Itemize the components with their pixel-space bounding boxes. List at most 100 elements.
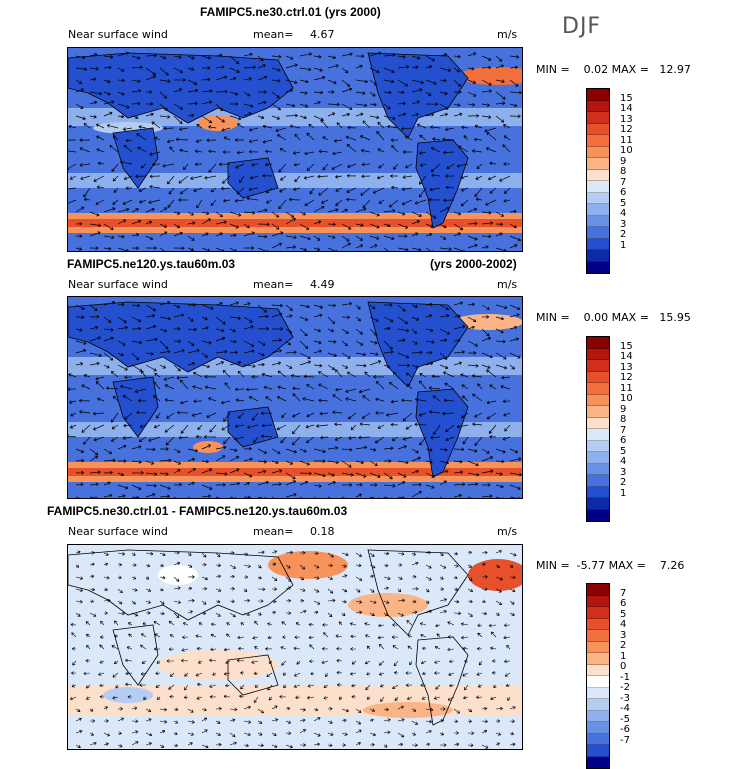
wind-arrow (117, 588, 123, 594)
wind-arrow (345, 397, 357, 402)
wind-arrow (229, 707, 238, 712)
wind-arrow (359, 135, 371, 141)
wind-arrow (71, 647, 77, 651)
wind-arrow (406, 620, 413, 626)
wind-arrow (341, 472, 354, 477)
wind-arrow (303, 175, 315, 180)
wind-arrow (397, 247, 409, 251)
wind-arrow (173, 231, 183, 237)
wind-arrow (495, 339, 506, 344)
wind-arrow (201, 484, 213, 490)
wind-arrow (210, 622, 217, 627)
wind-arrow (499, 175, 511, 182)
wind-arrow (196, 646, 203, 651)
wind-arrow (117, 494, 126, 498)
wind-arrow (288, 197, 301, 202)
wind-arrow (173, 551, 180, 555)
wind-arrow (196, 123, 203, 129)
wind-arrow (257, 352, 265, 357)
wind-arrow (140, 370, 147, 378)
wind-arrow (137, 146, 147, 153)
wind-arrow (377, 121, 385, 129)
wind-arrow (430, 435, 441, 440)
colorbar-tick-label: 12 (620, 124, 633, 135)
wind-arrow (178, 175, 189, 184)
wind-arrow (243, 457, 253, 462)
wind-arrow (425, 328, 434, 333)
wind-arrow (467, 460, 479, 467)
colorbar-swatch (587, 89, 609, 101)
wind-arrow (248, 187, 259, 192)
wind-arrow (392, 623, 399, 627)
wind-arrow (282, 635, 287, 639)
wind-arrow (145, 75, 157, 81)
wind-arrow (442, 411, 455, 416)
wind-arrow (495, 472, 503, 476)
wind-arrow (159, 563, 164, 568)
wind-arrow (425, 742, 430, 747)
wind-arrow (248, 396, 259, 402)
wind-arrow (277, 134, 287, 141)
wind-arrow (350, 424, 357, 431)
wind-arrow (401, 398, 413, 403)
wind-arrow (225, 683, 231, 688)
wind-arrow (397, 472, 407, 478)
wind-arrow (467, 235, 478, 241)
wind-arrow (495, 79, 505, 84)
panel-2-title: FAMIPC5.ne120.ys.tau60m.03 (67, 257, 236, 271)
wind-arrow (68, 163, 77, 171)
wind-arrow (501, 375, 511, 380)
wind-arrow (145, 364, 157, 372)
wind-arrow (332, 151, 343, 156)
wind-arrow (299, 211, 306, 216)
wind-arrow (444, 382, 455, 390)
wind-arrow (369, 742, 375, 747)
wind-arrow (131, 719, 139, 723)
wind-arrow (220, 186, 231, 191)
wind-arrow (394, 696, 399, 702)
wind-arrow (355, 742, 361, 746)
wind-arrow (139, 199, 147, 204)
wind-arrow (383, 730, 391, 735)
wind-arrow (327, 90, 335, 94)
wind-arrow (467, 52, 477, 57)
wind-arrow (362, 395, 371, 402)
wind-arrow (238, 646, 245, 651)
wind-arrow (281, 412, 287, 418)
wind-arrow (210, 633, 217, 638)
wind-arrow (321, 660, 329, 664)
wind-arrow (145, 600, 151, 604)
wind-arrow (318, 383, 329, 390)
wind-arrow (140, 633, 147, 638)
wind-arrow (473, 137, 483, 142)
wind-arrow (467, 708, 473, 713)
wind-arrow (103, 207, 116, 213)
wind-arrow (159, 600, 165, 605)
wind-arrow (366, 696, 371, 700)
wind-arrow (306, 412, 315, 418)
colorbar-swatch (587, 653, 609, 665)
wind-arrow (83, 373, 91, 378)
wind-arrow (234, 138, 245, 142)
wind-arrow (257, 100, 267, 105)
wind-arrow (313, 67, 323, 72)
wind-arrow (271, 54, 282, 59)
wind-arrow (127, 622, 133, 626)
wind-arrow (169, 634, 175, 638)
wind-arrow (439, 732, 445, 736)
wind-arrow (266, 199, 273, 204)
wind-arrow (184, 684, 189, 691)
wind-arrow (75, 599, 83, 604)
wind-arrow (355, 64, 363, 69)
wind-arrow (75, 103, 84, 109)
wind-arrow (307, 684, 315, 688)
wind-arrow (369, 244, 378, 249)
wind-arrow (486, 412, 497, 420)
wind-arrow (327, 732, 334, 736)
wind-arrow (173, 304, 181, 309)
wind-arrow (490, 646, 497, 651)
wind-arrow (285, 340, 291, 346)
wind-arrow (299, 480, 309, 486)
wind-arrow (69, 175, 77, 180)
wind-arrow (145, 576, 150, 580)
